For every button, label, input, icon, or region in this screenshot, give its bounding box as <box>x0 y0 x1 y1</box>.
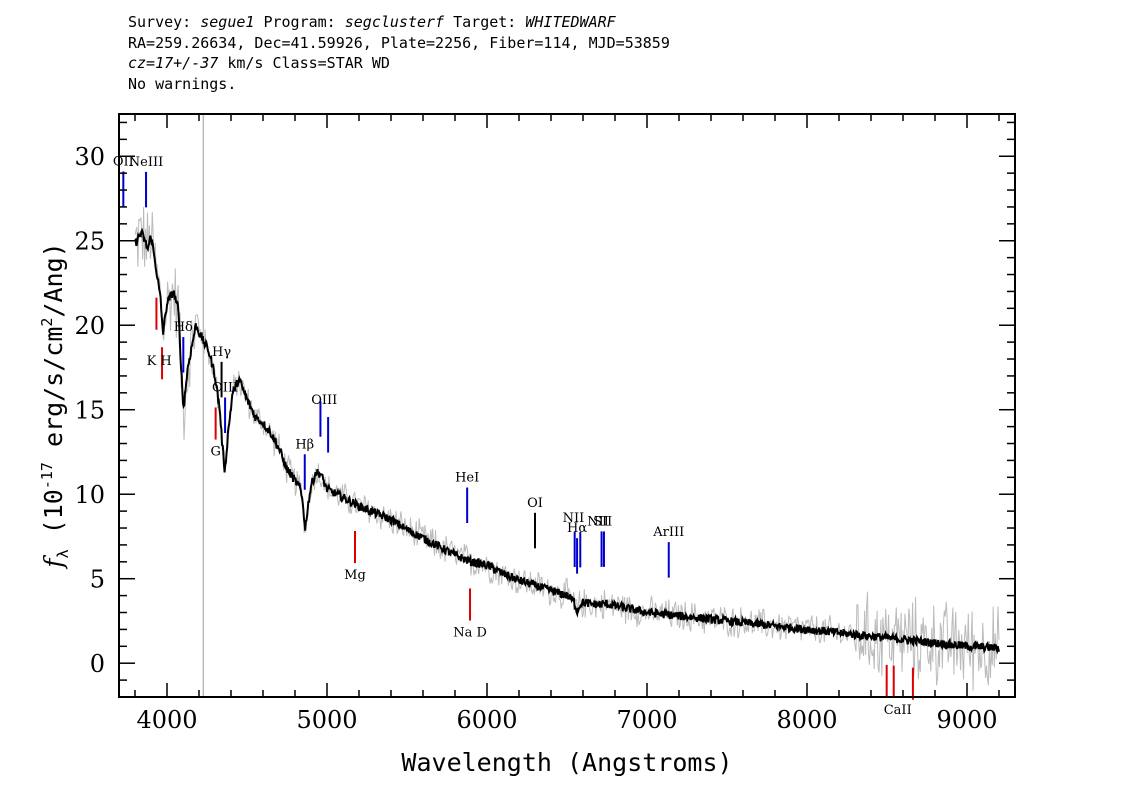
line-label: NII <box>563 511 585 526</box>
line-label: Hδ <box>174 320 193 335</box>
line-label: G <box>210 445 220 460</box>
target-label: Target: <box>444 13 526 31</box>
target-value: WHITEDWARF <box>525 13 616 31</box>
line-label: NII <box>587 514 609 529</box>
y-tick-label: 30 <box>74 143 105 171</box>
y-tick-label: 5 <box>90 566 105 594</box>
header-line-coordinates: RA=259.26634, Dec=41.59926, Plate=2256, … <box>128 33 670 52</box>
spectrum-header: Survey: segue1 Program: segclusterf Targ… <box>128 12 670 94</box>
y-tick-label: 10 <box>74 481 105 509</box>
line-label: Hβ <box>295 437 314 452</box>
y-tick-label: 0 <box>90 650 105 678</box>
line-label: OI <box>527 496 543 511</box>
plot-frame <box>118 113 1016 698</box>
header-line-class: cz=17+/-37 km/s Class=STAR WD <box>128 53 670 74</box>
line-label: ArIII <box>652 525 684 540</box>
noise-trace <box>134 206 1000 691</box>
x-tick-label: 5000 <box>296 706 357 734</box>
line-label: OIII <box>212 381 238 396</box>
flux-error-band <box>134 206 1000 691</box>
header-line-survey: Survey: segue1 Program: segclusterf Targ… <box>128 12 670 33</box>
y-axis-title: fλ (10-17 erg/s/cm2/Ang) <box>38 242 72 569</box>
y-tick-label: 25 <box>74 228 105 256</box>
line-label: HeI <box>455 471 479 486</box>
line-label: Hα <box>567 521 587 536</box>
line-label: Na D <box>453 626 487 641</box>
y-tick-label: 20 <box>74 312 105 340</box>
line-label: CaII <box>884 703 912 718</box>
program-value: segclusterf <box>344 13 445 31</box>
x-tick-label: 9000 <box>936 706 997 734</box>
survey-value: segue1 <box>200 13 255 31</box>
x-tick-label: 7000 <box>616 706 677 734</box>
header-line-warnings: No warnings. <box>128 74 237 93</box>
spectral-line-markers <box>122 171 914 700</box>
survey-label: Survey: <box>128 13 201 31</box>
line-label: K H <box>147 354 172 369</box>
redshift-value: cz=17+/-37 <box>128 54 219 72</box>
class-value: km/s Class=STAR WD <box>218 54 390 72</box>
line-label: OIII <box>311 393 337 408</box>
program-label: Program: <box>254 13 345 31</box>
x-tick-label: 8000 <box>776 706 837 734</box>
tick-labels: 4000 5000 6000 7000 8000 9000 0 5 10 15 20 25 30 <box>74 143 997 734</box>
line-label: Hγ <box>212 345 231 360</box>
x-tick-label: 6000 <box>456 706 517 734</box>
axis-ticks <box>119 114 1015 697</box>
y-tick-label: 15 <box>74 397 105 425</box>
line-label: SII <box>593 514 612 529</box>
line-label: Mg <box>344 568 366 583</box>
flux-line <box>134 227 1000 655</box>
flux-series <box>134 227 1000 655</box>
x-tick-label: 4000 <box>136 706 197 734</box>
line-label: NeIII <box>129 155 163 170</box>
x-axis-title: Wavelength (Angstroms) <box>401 748 732 777</box>
